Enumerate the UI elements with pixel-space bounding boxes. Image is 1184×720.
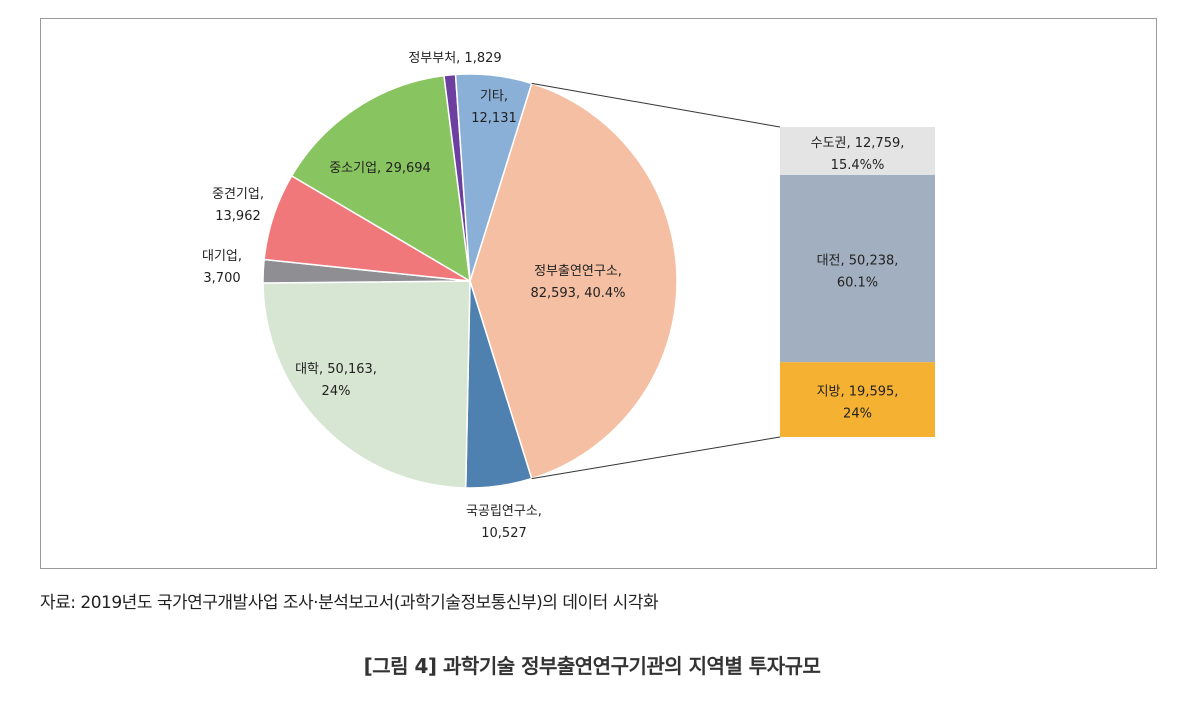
bar-label-2: 지방, 19,595, 24% xyxy=(817,385,899,422)
pie-label-3: 대기업, 3,700 xyxy=(202,249,242,286)
pie-slice-7 xyxy=(454,73,533,282)
pie-label-2: 대학, 50,163, 24% xyxy=(295,362,377,399)
source-note: 자료: 2019년도 국가연구개발사업 조사·분석보고서(과학기술정보통신부)의… xyxy=(40,593,659,613)
pie-label-6: 정부부처, 1,829 xyxy=(408,51,501,66)
bar-label-0: 수도권, 12,759, 15.4%% xyxy=(811,136,905,173)
bar-segment-1 xyxy=(780,174,935,363)
pie-label-1: 국공립연구소, 10,527 xyxy=(466,504,542,541)
bar-segment-0 xyxy=(780,127,935,175)
connector-line-top xyxy=(531,82,781,128)
pie-of-bar-chart: 정부출연연구소, 82,593, 40.4% 국공립연구소, 10,527 대학, 50… xyxy=(202,51,935,541)
chart-frame xyxy=(40,18,1157,569)
pie-label-4: 중견기업, 13,962 xyxy=(212,187,264,224)
pie-label-5: 중소기업, 29,694 xyxy=(329,161,431,176)
bar-label-1: 대전, 50,238, 60.1% xyxy=(817,254,899,291)
pie-label-7: 기타, 12,131 xyxy=(471,89,517,126)
pie-label-0: 정부출연연구소, 82,593, 40.4% xyxy=(530,264,625,301)
pie-slice-2 xyxy=(262,280,471,489)
pie-slice-0 xyxy=(469,82,678,480)
bar-segment-2 xyxy=(780,362,935,437)
figure-title: [그림 4] 과학기술 정부출연연구기관의 지역별 투자규모 xyxy=(363,654,821,678)
pie-slice-5 xyxy=(290,74,471,283)
connector-line-bottom xyxy=(531,436,781,480)
